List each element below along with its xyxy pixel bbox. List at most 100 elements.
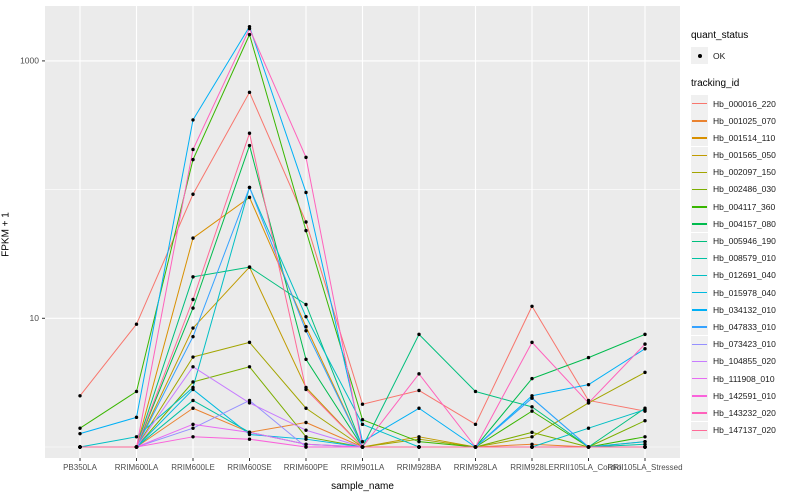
data-point [530, 445, 534, 449]
legend-tracking-id-title: tracking_id [691, 78, 740, 89]
line-swatch-icon [691, 163, 708, 181]
legend-item: Hb_012691_040 [691, 266, 799, 284]
data-point [304, 420, 308, 425]
line-swatch-icon [691, 318, 708, 336]
data-point [643, 407, 647, 412]
x-axis-tick-label: RRIM600LA [115, 463, 159, 472]
data-point [360, 402, 365, 406]
data-point [247, 32, 252, 37]
legend-item: Hb_004157_080 [691, 215, 799, 233]
data-point [78, 445, 82, 449]
line-swatch-icon [691, 95, 708, 112]
x-axis-tick-label: RRIM600SE [227, 463, 271, 472]
legend-quant-status: quant_status OK [691, 30, 799, 64]
x-axis-tick-label: RRIM928LE [510, 463, 554, 472]
legend-item-label: Hb_000016_220 [713, 98, 776, 109]
data-point [304, 437, 308, 441]
data-point [417, 332, 421, 337]
data-point [360, 417, 365, 422]
legend-item: Hb_005946_190 [691, 232, 799, 250]
data-point [530, 409, 534, 413]
legend-item: Hb_142591_010 [691, 387, 799, 405]
data-point [304, 442, 308, 446]
legend-item: Hb_001025_070 [691, 112, 799, 130]
x-axis-tick-label: RRIM600LE [171, 463, 215, 472]
data-point [304, 428, 308, 432]
legend-item-label: Hb_005946_190 [713, 236, 776, 246]
data-point [643, 419, 647, 423]
data-point [191, 118, 195, 122]
x-axis-tick-label: PB350LA [63, 463, 97, 472]
data-point [134, 322, 139, 326]
data-point [247, 265, 252, 269]
data-point [247, 401, 252, 405]
x-axis-tick-label: RRIM928LA [454, 463, 498, 472]
data-point [586, 355, 591, 360]
data-point [530, 405, 534, 409]
line-swatch-icon [691, 249, 708, 267]
data-point [643, 370, 647, 375]
data-point [304, 406, 308, 410]
legend-item-label: Hb_142591_010 [713, 390, 776, 401]
data-point [247, 90, 252, 95]
data-point [304, 445, 308, 449]
data-point [586, 398, 591, 403]
legend-item: Hb_104855_020 [691, 352, 799, 370]
legend-item-label: Hb_147137_020 [713, 425, 776, 436]
data-point [643, 347, 647, 351]
data-point [191, 236, 195, 240]
data-point [586, 401, 591, 405]
legend-item-label: Hb_015978_040 [713, 287, 776, 298]
data-point [417, 388, 421, 393]
data-point [191, 406, 195, 410]
data-point [191, 387, 195, 392]
data-point [247, 131, 252, 135]
legend-item: Hb_047833_010 [691, 318, 799, 336]
data-point [134, 445, 139, 449]
data-point [643, 439, 647, 444]
data-point [360, 445, 365, 449]
data-point [191, 334, 195, 339]
data-point [530, 396, 534, 400]
line-swatch-icon [691, 387, 708, 405]
data-point [643, 332, 647, 337]
data-point [191, 157, 195, 162]
data-point [530, 376, 534, 381]
y-axis-tick-label: 10 [30, 313, 40, 323]
line-swatch-icon [691, 112, 708, 130]
data-point [191, 435, 195, 439]
data-point [304, 325, 308, 329]
data-point [247, 365, 252, 369]
data-point [247, 185, 252, 190]
data-point [643, 442, 647, 446]
data-point [586, 426, 591, 430]
data-point [304, 357, 308, 362]
line-swatch-icon [691, 284, 708, 302]
data-point [304, 228, 308, 233]
line-swatch-icon [691, 352, 708, 370]
data-point [191, 147, 195, 152]
data-point [586, 382, 591, 387]
x-axis-tick-label: RRIM928BA [397, 463, 442, 472]
legend-item: Hb_000016_220 [691, 95, 799, 112]
data-point [530, 442, 534, 446]
data-point [247, 398, 252, 403]
data-point [191, 275, 195, 279]
legend-item-ok: OK [691, 47, 799, 64]
data-point [586, 445, 591, 449]
data-point [417, 406, 421, 410]
legend-item-label: Hb_143232_020 [713, 407, 776, 418]
data-point [530, 340, 534, 345]
legend-item-label: Hb_001565_050 [713, 150, 776, 161]
data-point [304, 155, 308, 160]
data-point [304, 314, 308, 319]
legend-item-label: Hb_047833_010 [713, 321, 776, 332]
data-point [530, 435, 534, 439]
legend-item-label: Hb_004157_080 [713, 218, 776, 229]
data-point [304, 190, 308, 195]
data-point [78, 426, 82, 430]
data-point [191, 365, 195, 369]
legend-item: Hb_111908_010 [691, 370, 799, 387]
legend-item: Hb_008579_010 [691, 249, 799, 267]
